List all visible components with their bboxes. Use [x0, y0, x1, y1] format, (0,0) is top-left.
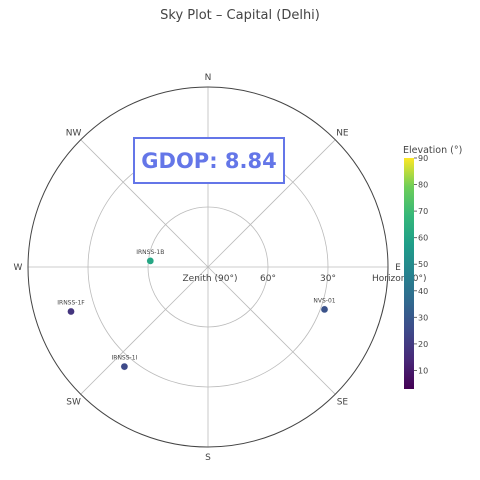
direction-label: S: [205, 453, 211, 463]
direction-labels: N NE E SE S SW W NW: [14, 73, 402, 463]
satellite-label: NVS-01: [313, 297, 335, 304]
outer-ring: [27, 86, 389, 448]
satellite-label: IRNSS-1F: [57, 300, 85, 307]
colorbar-tick-label: 30: [418, 313, 428, 322]
grid-spoke: [207, 266, 336, 395]
direction-label: SE: [337, 397, 349, 407]
chart-title: Sky Plot – Capital (Delhi): [160, 8, 320, 23]
satellite-label: IRNSS-1I: [112, 355, 138, 362]
grid-ring: [147, 206, 269, 328]
colorbar-tick-label: 70: [418, 207, 428, 216]
grid-spoke: [207, 139, 336, 268]
colorbar-tick-label: 80: [418, 181, 428, 190]
gdop-value: GDOP: 8.84: [141, 149, 276, 173]
satellite-point: [120, 362, 129, 371]
colorbar-tick-label: 50: [418, 260, 428, 269]
grid-spoke: [80, 266, 209, 395]
direction-label: NW: [66, 129, 82, 139]
colorbar-gradient: [404, 158, 414, 389]
ring-label: 30°: [320, 274, 336, 284]
direction-label: N: [205, 73, 212, 83]
colorbar-tick-label: 10: [418, 366, 428, 375]
grid-spoke: [80, 139, 209, 268]
direction-label: W: [14, 263, 23, 273]
direction-label: E: [395, 263, 401, 273]
satellite-label: IRNSS-1B: [136, 249, 164, 256]
ring-label: Zenith (90°): [183, 274, 238, 284]
gdop-box: [133, 137, 285, 184]
ring-label: 60°: [260, 274, 276, 284]
direction-label: NE: [336, 129, 349, 139]
direction-label: SW: [66, 397, 81, 407]
satellite-points: IRNSS-1B NVS-01 IRNSS-1F IRNSS-1I: [57, 249, 336, 371]
colorbar-tick-label: 20: [418, 340, 428, 349]
colorbar: Elevation (°) 10 20 30 40 50 60 70 80 90: [403, 145, 462, 389]
ring-label: Horizon (0°): [372, 274, 427, 284]
gdop-annotation: GDOP: 8.84: [133, 137, 285, 184]
satellite-point: [67, 307, 75, 316]
ring-labels: Zenith (90°) 60° 30° Horizon (0°): [183, 274, 427, 284]
satellite-point: [146, 257, 155, 265]
colorbar-tick-label: 40: [418, 287, 428, 296]
satellite-point: [320, 305, 329, 314]
colorbar-ticks: 10 20 30 40 50 60 70 80 90: [414, 154, 428, 375]
colorbar-tick-label: 90: [418, 154, 428, 163]
colorbar-tick-label: 60: [418, 234, 428, 243]
colorbar-title: Elevation (°): [403, 145, 462, 156]
